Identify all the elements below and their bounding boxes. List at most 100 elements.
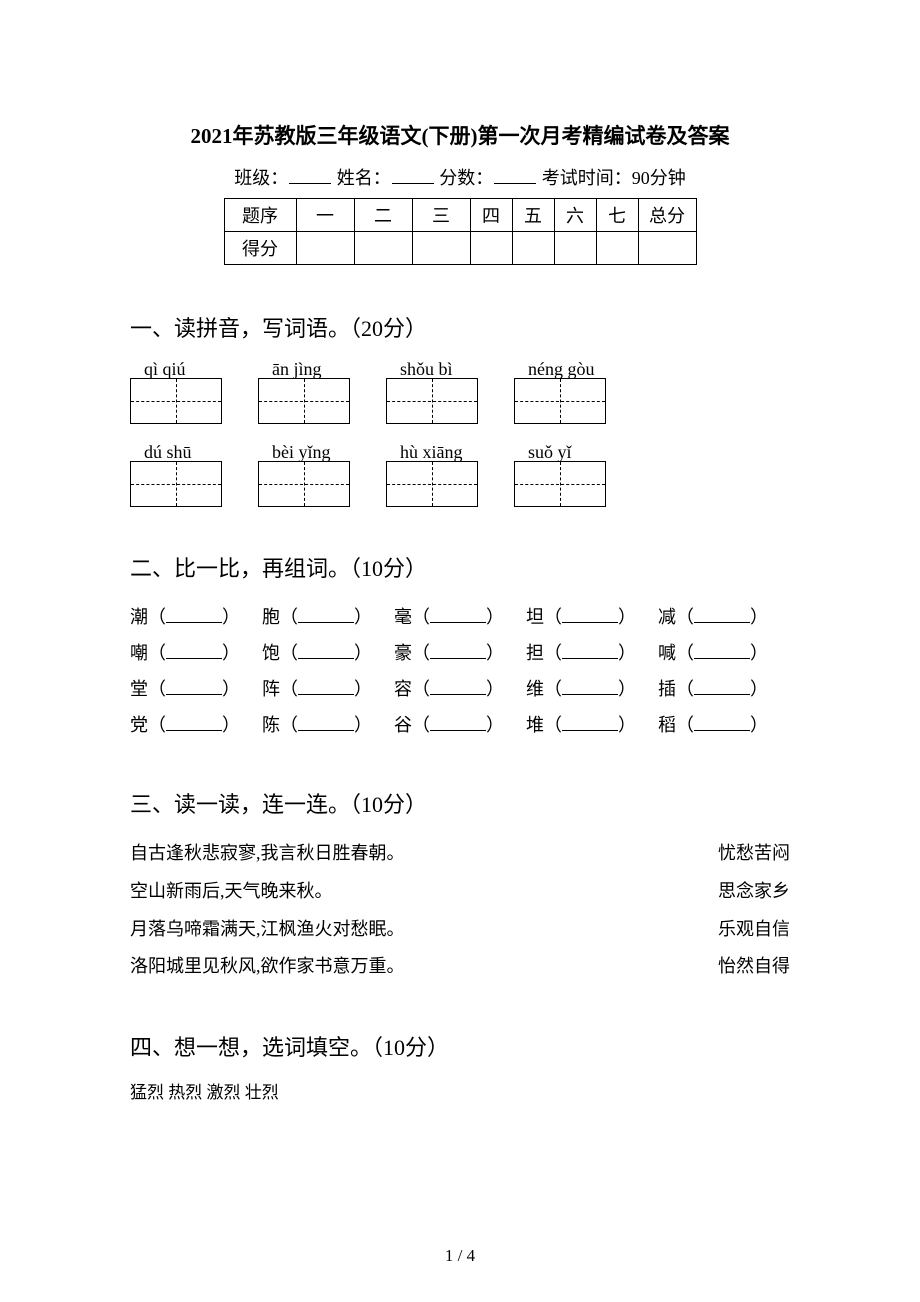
- section-1-heading: 一、读拼音，写词语。（20分）: [130, 311, 790, 343]
- page-title: 2021年苏教版三年级语文(下册)第一次月考精编试卷及答案: [130, 120, 790, 150]
- char-box-row: [130, 461, 790, 507]
- class-blank[interactable]: [289, 166, 331, 184]
- section-4: 四、想一想，选词填空。（10分） 猛烈 热烈 激烈 壮烈: [130, 1030, 790, 1103]
- compare-blank[interactable]: [562, 605, 618, 623]
- score-col: 一: [296, 199, 354, 232]
- score-table-header: 题序: [224, 199, 296, 232]
- compare-cell: 豪（）: [394, 635, 526, 671]
- score-col: 三: [412, 199, 470, 232]
- score-col-total: 总分: [638, 199, 696, 232]
- score-cell[interactable]: [354, 232, 412, 265]
- match-row: 空山新雨后,天气晚来秋。 思念家乡: [130, 873, 790, 911]
- compare-blank[interactable]: [430, 641, 486, 659]
- compare-blank[interactable]: [298, 713, 354, 731]
- score-cell[interactable]: [512, 232, 554, 265]
- compare-cell: 毫（）: [394, 599, 526, 635]
- compare-blank[interactable]: [694, 641, 750, 659]
- pinyin: néng gòu: [528, 359, 608, 380]
- compare-blank[interactable]: [430, 713, 486, 731]
- char-box[interactable]: [386, 461, 478, 507]
- compare-char: 稻（: [658, 715, 694, 735]
- match-right: 怡然自得: [718, 948, 790, 986]
- compare-cell: 潮（）: [130, 599, 262, 635]
- compare-char: 插（: [658, 679, 694, 699]
- match-left: 空山新雨后,天气晚来秋。: [130, 873, 333, 911]
- score-col: 七: [596, 199, 638, 232]
- compare-char: 毫（: [394, 607, 430, 627]
- compare-blank[interactable]: [694, 677, 750, 695]
- match-left: 自古逢秋悲寂寥,我言秋日胜春朝。: [130, 835, 405, 873]
- char-box[interactable]: [258, 461, 350, 507]
- char-box[interactable]: [514, 461, 606, 507]
- compare-cell: 嘲（）: [130, 635, 262, 671]
- compare-char: 减（: [658, 607, 694, 627]
- compare-blank[interactable]: [562, 641, 618, 659]
- compare-cell: 减（）: [658, 599, 790, 635]
- section-3: 三、读一读，连一连。（10分） 自古逢秋悲寂寥,我言秋日胜春朝。忧愁苦闷空山新雨…: [130, 787, 790, 986]
- class-label: 班级：: [234, 168, 288, 188]
- compare-cell: 担（）: [526, 635, 658, 671]
- compare-char: 胞（: [262, 607, 298, 627]
- time-label: 考试时间：90分钟: [542, 168, 686, 188]
- compare-blank[interactable]: [166, 677, 222, 695]
- compare-blank[interactable]: [298, 677, 354, 695]
- compare-blank[interactable]: [562, 677, 618, 695]
- score-col: 五: [512, 199, 554, 232]
- score-table: 题序 一 二 三 四 五 六 七 总分 得分: [224, 198, 697, 265]
- compare-blank[interactable]: [694, 713, 750, 731]
- pinyin: qì qiú: [144, 359, 224, 380]
- name-blank[interactable]: [392, 166, 434, 184]
- compare-cell: 党（）: [130, 707, 262, 743]
- compare-char: 担（: [526, 643, 562, 663]
- char-box[interactable]: [130, 378, 222, 424]
- pinyin: ān jìng: [272, 359, 352, 380]
- compare-blank[interactable]: [430, 605, 486, 623]
- score-cell[interactable]: [638, 232, 696, 265]
- section-1: 一、读拼音，写词语。（20分） qì qiú ān jìng shǒu bì n…: [130, 311, 790, 507]
- compare-char: 潮（: [130, 607, 166, 627]
- page-number: 1 / 4: [0, 1246, 920, 1266]
- compare-blank[interactable]: [166, 713, 222, 731]
- compare-blank[interactable]: [166, 641, 222, 659]
- section-3-heading: 三、读一读，连一连。（10分）: [130, 787, 790, 819]
- score-cell[interactable]: [596, 232, 638, 265]
- compare-blank[interactable]: [166, 605, 222, 623]
- char-box[interactable]: [386, 378, 478, 424]
- match-left: 洛阳城里见秋风,欲作家书意万重。: [130, 948, 405, 986]
- compare-cell: 谷（）: [394, 707, 526, 743]
- match-row: 月落乌啼霜满天,江枫渔火对愁眠。乐观自信: [130, 911, 790, 949]
- char-box[interactable]: [258, 378, 350, 424]
- char-box[interactable]: [514, 378, 606, 424]
- compare-cell: 坦（）: [526, 599, 658, 635]
- compare-cell: 插（）: [658, 671, 790, 707]
- info-line: 班级： 姓名： 分数： 考试时间：90分钟: [130, 164, 790, 190]
- pinyin: bèi yǐng: [272, 442, 352, 463]
- name-label: 姓名：: [337, 168, 391, 188]
- score-row-label: 得分: [224, 232, 296, 265]
- compare-blank[interactable]: [694, 605, 750, 623]
- score-cell[interactable]: [554, 232, 596, 265]
- compare-blank[interactable]: [298, 605, 354, 623]
- char-box-row: [130, 378, 790, 424]
- match-right: 乐观自信: [718, 911, 790, 949]
- section-4-heading: 四、想一想，选词填空。（10分）: [130, 1030, 790, 1062]
- compare-blank[interactable]: [430, 677, 486, 695]
- compare-blank[interactable]: [298, 641, 354, 659]
- score-col: 二: [354, 199, 412, 232]
- compare-row: 嘲（）饱（）豪（）担（）喊（）: [130, 635, 790, 671]
- char-box[interactable]: [130, 461, 222, 507]
- score-cell[interactable]: [412, 232, 470, 265]
- score-blank[interactable]: [494, 166, 536, 184]
- match-row: 自古逢秋悲寂寥,我言秋日胜春朝。忧愁苦闷: [130, 835, 790, 873]
- compare-row: 党（）陈（）谷（）堆（）稻（）: [130, 707, 790, 743]
- compare-cell: 稻（）: [658, 707, 790, 743]
- compare-blank[interactable]: [562, 713, 618, 731]
- match-row: 洛阳城里见秋风,欲作家书意万重。 怡然自得: [130, 948, 790, 986]
- compare-char: 堆（: [526, 715, 562, 735]
- score-cell[interactable]: [296, 232, 354, 265]
- compare-cell: 陈（）: [262, 707, 394, 743]
- score-cell[interactable]: [470, 232, 512, 265]
- match-right: 思念家乡: [718, 873, 790, 911]
- compare-cell: 饱（）: [262, 635, 394, 671]
- compare-char: 谷（: [394, 715, 430, 735]
